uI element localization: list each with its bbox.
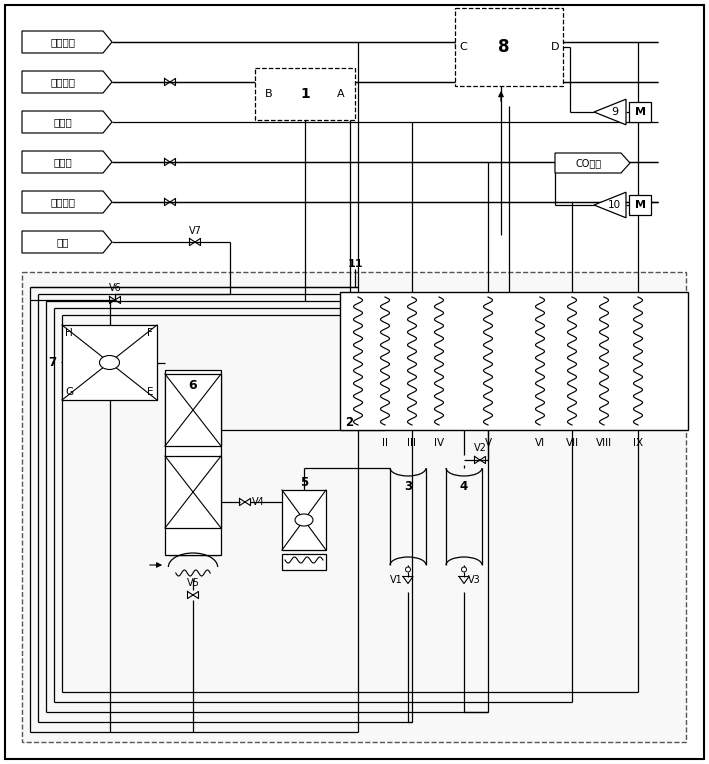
Text: E: E [147, 387, 153, 397]
Text: 富氮尾气: 富氮尾气 [50, 197, 75, 207]
Text: 5: 5 [300, 475, 308, 488]
Text: M: M [635, 107, 645, 117]
Bar [629, 102, 651, 122]
Text: V7: V7 [189, 226, 201, 236]
Bar [165, 370, 221, 555]
Bar [340, 292, 688, 430]
Text: D: D [550, 42, 559, 52]
Text: C: C [459, 42, 467, 52]
Text: VI: VI [535, 438, 545, 448]
Polygon shape [22, 231, 112, 253]
Text: M: M [635, 200, 645, 210]
Polygon shape [594, 99, 626, 125]
Text: IV: IV [434, 438, 444, 448]
Text: V: V [484, 438, 491, 448]
Text: V2: V2 [474, 443, 486, 453]
Bar [255, 68, 355, 120]
Polygon shape [22, 71, 112, 93]
Text: 8: 8 [498, 38, 510, 56]
Text: 2: 2 [345, 416, 353, 429]
Text: I: I [357, 438, 359, 448]
Text: VIII: VIII [596, 438, 612, 448]
Circle shape [462, 567, 467, 572]
Text: VII: VII [566, 438, 579, 448]
Text: A: A [337, 89, 345, 99]
Text: 闪蒸气: 闪蒸气 [54, 157, 72, 167]
Ellipse shape [99, 355, 120, 370]
Text: 6: 6 [189, 378, 197, 391]
Text: 4: 4 [460, 480, 468, 493]
Text: H: H [65, 328, 73, 338]
Bar [455, 8, 563, 86]
Text: 11: 11 [347, 259, 363, 269]
Bar [165, 456, 221, 528]
Bar [282, 554, 326, 570]
Bar [629, 195, 651, 215]
Bar [165, 374, 221, 446]
Text: II: II [382, 438, 388, 448]
Text: V3: V3 [468, 575, 481, 585]
Polygon shape [22, 111, 112, 133]
Polygon shape [594, 193, 626, 218]
Text: V4: V4 [252, 497, 264, 507]
Text: V6: V6 [108, 283, 121, 293]
Text: V5: V5 [186, 578, 199, 588]
Text: 脱碳气: 脱碳气 [54, 117, 72, 127]
Polygon shape [22, 31, 112, 53]
Text: G: G [65, 387, 73, 397]
Text: 3: 3 [404, 480, 412, 493]
Bar [22, 272, 686, 742]
Text: 9: 9 [611, 107, 618, 117]
Text: 1: 1 [300, 87, 310, 101]
Circle shape [406, 567, 411, 572]
Bar [282, 490, 326, 550]
Polygon shape [22, 191, 112, 213]
Text: IX: IX [633, 438, 643, 448]
Text: CO产品: CO产品 [576, 158, 601, 168]
Text: F: F [147, 328, 153, 338]
Text: 液氮: 液氮 [57, 237, 69, 247]
Text: 氢气产品: 氢气产品 [50, 37, 75, 47]
Text: 富氮尾气: 富氮尾气 [50, 77, 75, 87]
Bar [62, 325, 157, 400]
Polygon shape [555, 153, 630, 173]
Text: B: B [265, 89, 273, 99]
Polygon shape [22, 151, 112, 173]
Text: 7: 7 [48, 356, 56, 369]
Text: V1: V1 [390, 575, 403, 585]
Text: III: III [408, 438, 416, 448]
Text: 10: 10 [608, 200, 620, 210]
Ellipse shape [295, 514, 313, 526]
